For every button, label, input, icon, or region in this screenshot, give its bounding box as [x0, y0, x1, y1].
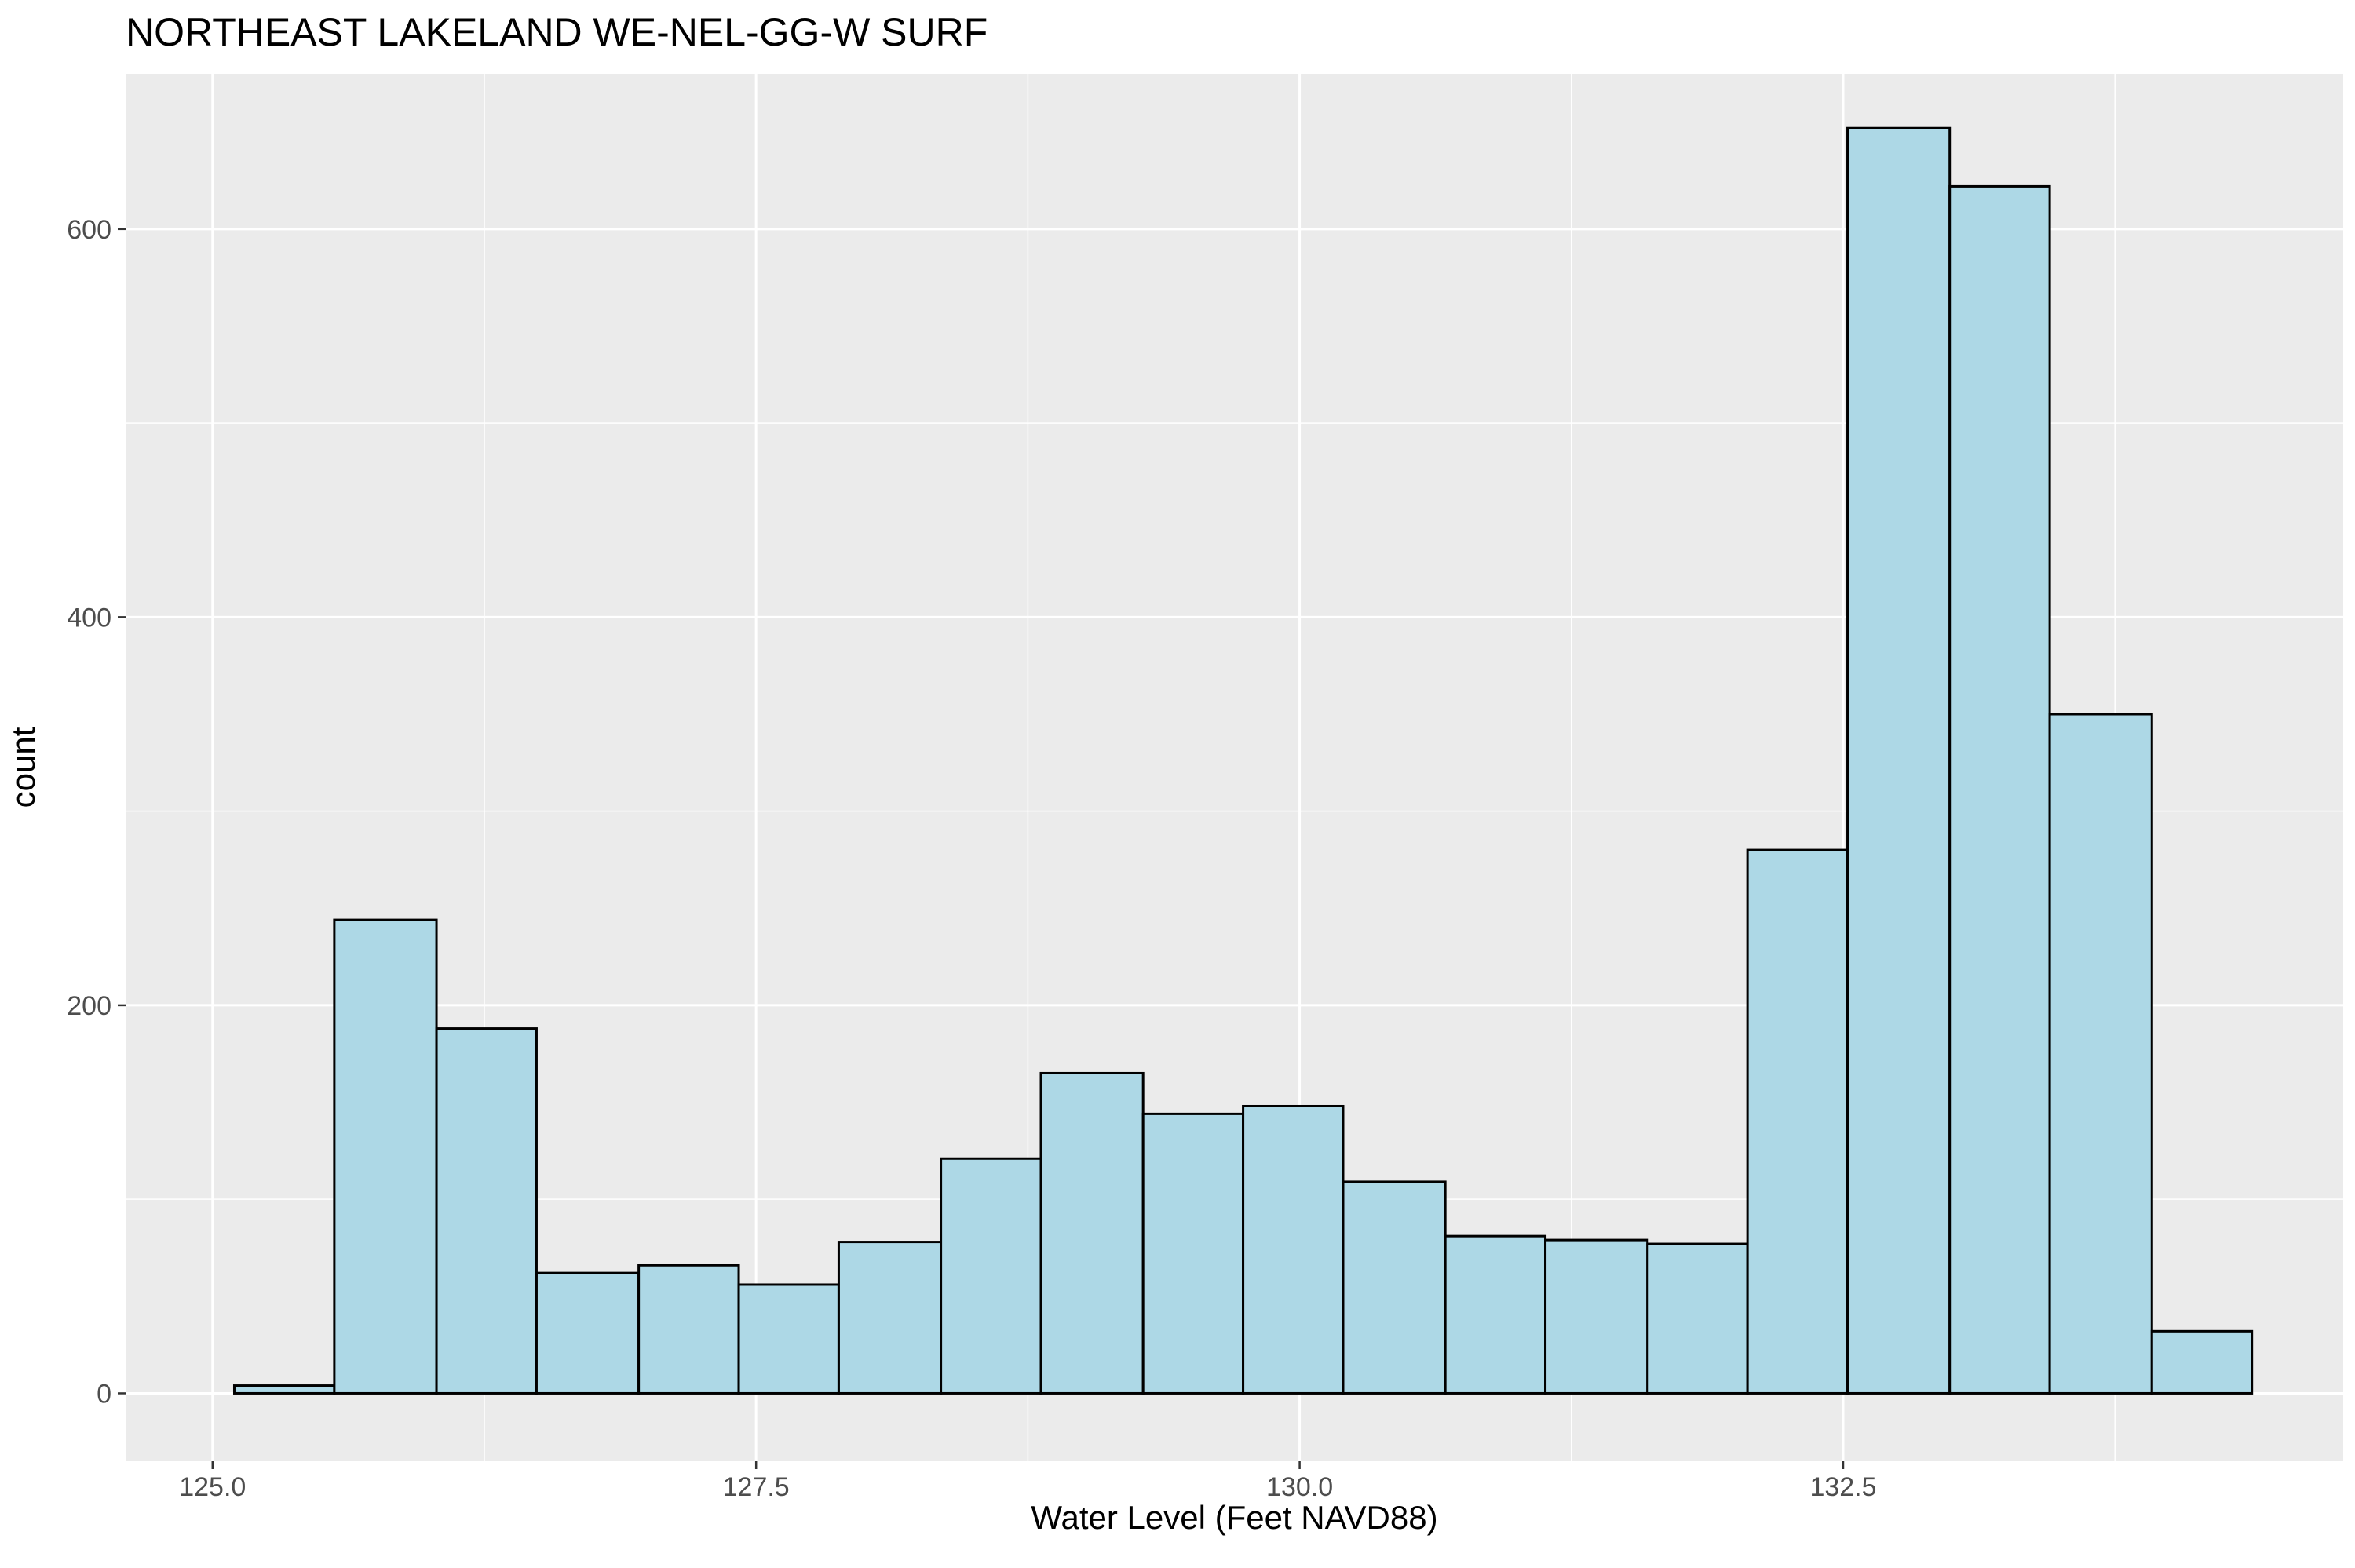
x-axis-title: Water Level (Feet NAVD88)	[1031, 1499, 1437, 1536]
x-tick-label: 132.5	[1809, 1472, 1876, 1502]
histogram-bar	[1948, 184, 2051, 1395]
histogram-bar	[232, 1384, 336, 1395]
histogram-bar	[1342, 1180, 1447, 1395]
chart-title: NORTHEAST LAKELAND WE-NEL-GG-W SURF	[126, 10, 988, 54]
bars	[232, 126, 2254, 1395]
y-tick-label: 600	[67, 215, 111, 245]
histogram-bar	[837, 1241, 943, 1395]
y-tick-label: 400	[67, 603, 111, 633]
histogram-bar	[1544, 1238, 1649, 1395]
x-tick-label: 127.5	[723, 1472, 790, 1502]
histogram-bar	[1846, 126, 1952, 1395]
histogram-bar	[737, 1283, 840, 1395]
y-tick-label: 0	[97, 1379, 111, 1409]
histogram-bar	[1039, 1071, 1145, 1395]
y-axis-title: count	[5, 727, 42, 808]
histogram-bar	[940, 1157, 1042, 1395]
axes: 125.0 127.5 130.0 132.5 0 200 400 600	[67, 215, 1876, 1502]
histogram-bar	[535, 1271, 641, 1395]
histogram-bar	[2150, 1329, 2254, 1395]
histogram-bar	[1646, 1242, 1749, 1395]
x-tick-label: 125.0	[179, 1472, 246, 1502]
histogram-bar	[1141, 1112, 1245, 1395]
histogram-bar	[2048, 713, 2153, 1395]
histogram-bar	[1242, 1104, 1345, 1395]
histogram-bar	[1444, 1234, 1547, 1395]
histogram-bar	[1746, 848, 1849, 1395]
y-tick-label: 200	[67, 991, 111, 1021]
x-tick-label: 130.0	[1266, 1472, 1333, 1502]
histogram-bar	[435, 1027, 538, 1395]
histogram-bar	[637, 1264, 740, 1395]
histogram-bar	[333, 918, 438, 1395]
